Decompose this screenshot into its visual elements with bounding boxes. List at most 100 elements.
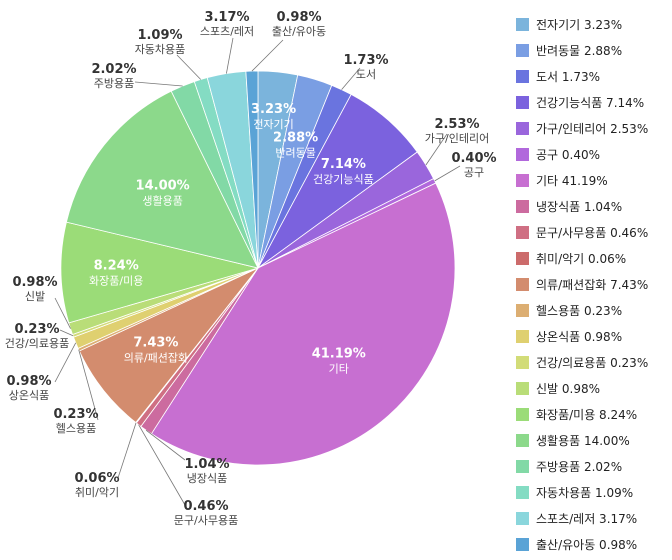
leader-line [59, 329, 74, 337]
leader-line [176, 54, 202, 80]
slice-value-label: 2.53% [434, 117, 479, 132]
legend-item: 기타 41.19% [536, 174, 608, 188]
legend-item: 가구/인테리어 2.53% [536, 122, 648, 136]
slice-name-label: 상온식품 [9, 389, 49, 402]
leader-line [425, 133, 448, 166]
slice-name-label: 냉장식품 [187, 472, 227, 485]
legend-item: 반려동물 2.88% [536, 44, 622, 58]
slice-name-label: 신발 [25, 290, 45, 303]
legend-swatch [516, 330, 529, 343]
leader-lines [54, 37, 461, 506]
slice-value-label: 1.73% [343, 53, 388, 68]
slice-value-label: 8.24% [94, 258, 139, 273]
slice-name-label: 자동차용품 [135, 43, 186, 56]
legend-item: 생활용품 14.00% [536, 434, 630, 448]
slice-value-label: 0.23% [53, 407, 98, 422]
legend-swatch [516, 538, 529, 551]
legend-item: 화장품/미용 8.24% [536, 408, 637, 422]
leader-line [341, 67, 361, 90]
leader-line [251, 39, 284, 72]
slice-value-label: 0.06% [74, 471, 119, 486]
slice-name-label: 의류/패션잡화 [124, 352, 188, 365]
leader-line [138, 424, 186, 506]
leader-line [134, 81, 183, 87]
slice-name-label: 헬스용품 [56, 422, 96, 435]
legend-item: 신발 0.98% [536, 382, 600, 396]
legend-item: 취미/악기 0.06% [536, 252, 626, 266]
legend-item: 전자기기 3.23% [536, 18, 622, 32]
legend-item: 스포츠/레저 3.17% [536, 512, 637, 526]
slice-name-label: 반려동물 [275, 147, 315, 160]
slice-name-label: 전자기기 [253, 118, 293, 131]
slice-name-label: 가구/인테리어 [425, 132, 489, 145]
slice-value-label: 1.04% [184, 457, 229, 472]
leader-line [225, 37, 234, 74]
legend-swatch [516, 18, 529, 31]
legend-swatch [516, 512, 529, 525]
legend-swatch [516, 44, 529, 57]
slice-value-label: 3.17% [204, 10, 249, 25]
slice-name-label: 출산/유아동 [272, 25, 326, 38]
legend-swatch [516, 304, 529, 317]
legend-item: 건강/의료용품 0.23% [536, 356, 648, 370]
legend-swatch [516, 278, 529, 291]
slice-value-label: 3.23% [251, 102, 296, 117]
slice-16-생활용품 [65, 90, 259, 269]
legend-swatch [516, 252, 529, 265]
slice-value-label: 41.19% [312, 347, 366, 362]
slice-value-label: 2.88% [273, 131, 318, 146]
legend-item: 헬스용품 0.23% [536, 304, 622, 318]
slice-name-label: 공구 [464, 166, 484, 179]
legend-item: 건강기능식품 7.14% [536, 96, 644, 110]
slice-value-label: 0.98% [276, 10, 321, 25]
legend-swatch [516, 96, 529, 109]
leader-line [434, 165, 461, 182]
slice-name-label: 건강기능식품 [313, 173, 374, 186]
slice-value-label: 14.00% [136, 179, 190, 194]
legend-swatch [516, 460, 529, 473]
legend-swatch [516, 356, 529, 369]
slice-name-label: 건강/의료용품 [5, 337, 69, 350]
leader-line [117, 422, 137, 479]
legend-item: 도서 1.73% [536, 70, 600, 84]
legend-item: 주방용품 2.02% [536, 460, 622, 474]
legend: 전자기기 3.23% 반려동물 2.88% 도서 1.73% 건강기능식품 7.14%… [516, 18, 648, 552]
legend-swatch [516, 148, 529, 161]
slice-name-label: 스포츠/레저 [200, 25, 254, 38]
slice-value-label: 0.46% [183, 499, 228, 514]
slice-name-label: 취미/악기 [75, 486, 119, 499]
slice-15-화장품-미용 [60, 221, 260, 324]
slice-value-label: 7.14% [321, 157, 366, 172]
legend-item: 자동차용품 1.09% [536, 486, 633, 500]
legend-swatch [516, 408, 529, 421]
slice-value-label: 0.23% [14, 322, 59, 337]
legend-item: 냉장식품 1.04% [536, 200, 622, 214]
slice-6-기타 [150, 182, 456, 466]
slice-name-label: 주방용품 [94, 77, 134, 90]
leader-line [54, 342, 77, 383]
legend-item: 문구/사무용품 0.46% [536, 226, 648, 240]
legend-swatch [516, 382, 529, 395]
legend-swatch [516, 486, 529, 499]
legend-swatch [516, 70, 529, 83]
pie-slices [60, 70, 456, 466]
legend-swatch [516, 174, 529, 187]
legend-item: 공구 0.40% [536, 148, 600, 162]
leader-line [54, 297, 71, 329]
slice-value-label: 7.43% [133, 336, 178, 351]
leader-line [78, 349, 99, 421]
leader-line [145, 429, 186, 461]
slice-value-label: 2.02% [91, 62, 136, 77]
slice-value-label: 0.98% [6, 374, 51, 389]
legend-swatch [516, 434, 529, 447]
slice-name-label: 화장품/미용 [89, 274, 143, 287]
legend-swatch [516, 122, 529, 135]
legend-item: 상온식품 0.98% [536, 330, 622, 344]
legend-item: 의류/패션잡화 7.43% [536, 278, 648, 292]
slice-name-label: 생활용품 [142, 194, 182, 208]
slice-name-label: 기타 [329, 363, 349, 376]
slice-value-label: 1.09% [137, 28, 182, 43]
slice-value-label: 0.40% [451, 151, 496, 166]
